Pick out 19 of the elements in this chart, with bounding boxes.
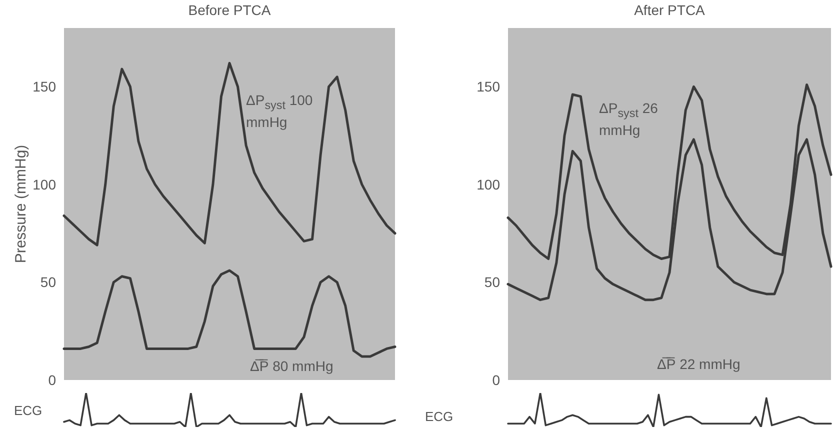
- line-series: [62, 269, 396, 358]
- y-axis-title: ECG: [425, 409, 454, 424]
- annotation: ΔP$_{syst}$ 100 mmHg: [246, 92, 314, 131]
- y-tick-label: 0: [48, 372, 56, 388]
- y-tick-label: 0: [492, 372, 500, 388]
- chart-title: Before PTCA: [187, 2, 272, 18]
- y-tick-label: 50: [484, 274, 500, 290]
- y-axis-title: ECG: [14, 403, 42, 418]
- y-tick-label: 150: [32, 78, 56, 95]
- annotation: ΔP$_{syst}$ 26 mmHg: [599, 100, 659, 139]
- y-tick-label: 50: [40, 274, 56, 290]
- chart-title: After PTCA: [633, 2, 706, 18]
- annotation: Δ̅P̅ 80 mmHg: [250, 358, 334, 375]
- y-tick-label: 100: [476, 176, 500, 192]
- annotation: Δ̅P̅ 22 mmHg: [657, 356, 742, 373]
- y-tick-label: 100: [32, 176, 56, 192]
- y-tick-label: 150: [476, 78, 500, 95]
- line-series: [62, 62, 396, 246]
- y-axis-title: Pressure (mmHg): [12, 144, 30, 264]
